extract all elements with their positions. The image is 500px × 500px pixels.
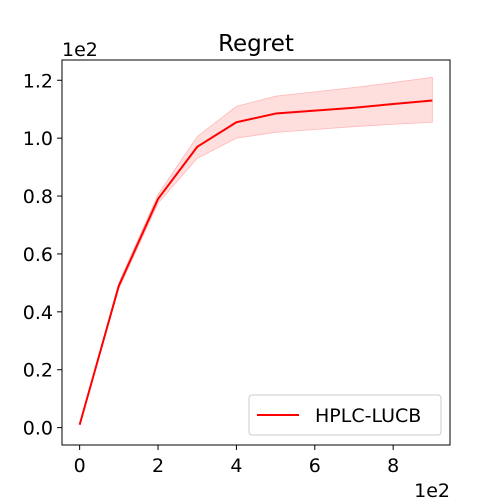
axes-frame <box>61 59 451 446</box>
y-axis-offset-label: 1e2 <box>62 39 98 61</box>
series-0-line <box>78 99 433 426</box>
y-tick-label: 0.0 <box>23 418 53 440</box>
y-tick-label: 0.4 <box>23 302 53 324</box>
x-tick-label: 0 <box>74 455 86 477</box>
x-tick-label: 2 <box>152 455 164 477</box>
series-0-confidence-band <box>79 76 433 425</box>
y-tick-label: 0.2 <box>23 360 53 382</box>
legend-label: HPLC-LUCB <box>315 405 421 427</box>
x-axis-offset-label: 1e2 <box>414 480 450 500</box>
x-tick-label: 6 <box>309 455 321 477</box>
chart-title: Regret <box>218 31 294 57</box>
y-tick-label: 1.0 <box>23 128 53 150</box>
legend-box <box>248 394 442 436</box>
plot-area <box>78 76 433 426</box>
legend: HPLC-LUCB <box>248 394 442 436</box>
y-tick-label: 0.8 <box>23 186 53 208</box>
axes: 0 2 4 6 8 0.0 0.2 0.4 0.6 0.8 1.0 1.2 <box>23 59 451 477</box>
y-tick-label: 0.6 <box>23 244 53 266</box>
x-tick-label: 4 <box>230 455 242 477</box>
x-tick-label: 8 <box>387 455 399 477</box>
y-tick-label: 1.2 <box>23 70 53 92</box>
